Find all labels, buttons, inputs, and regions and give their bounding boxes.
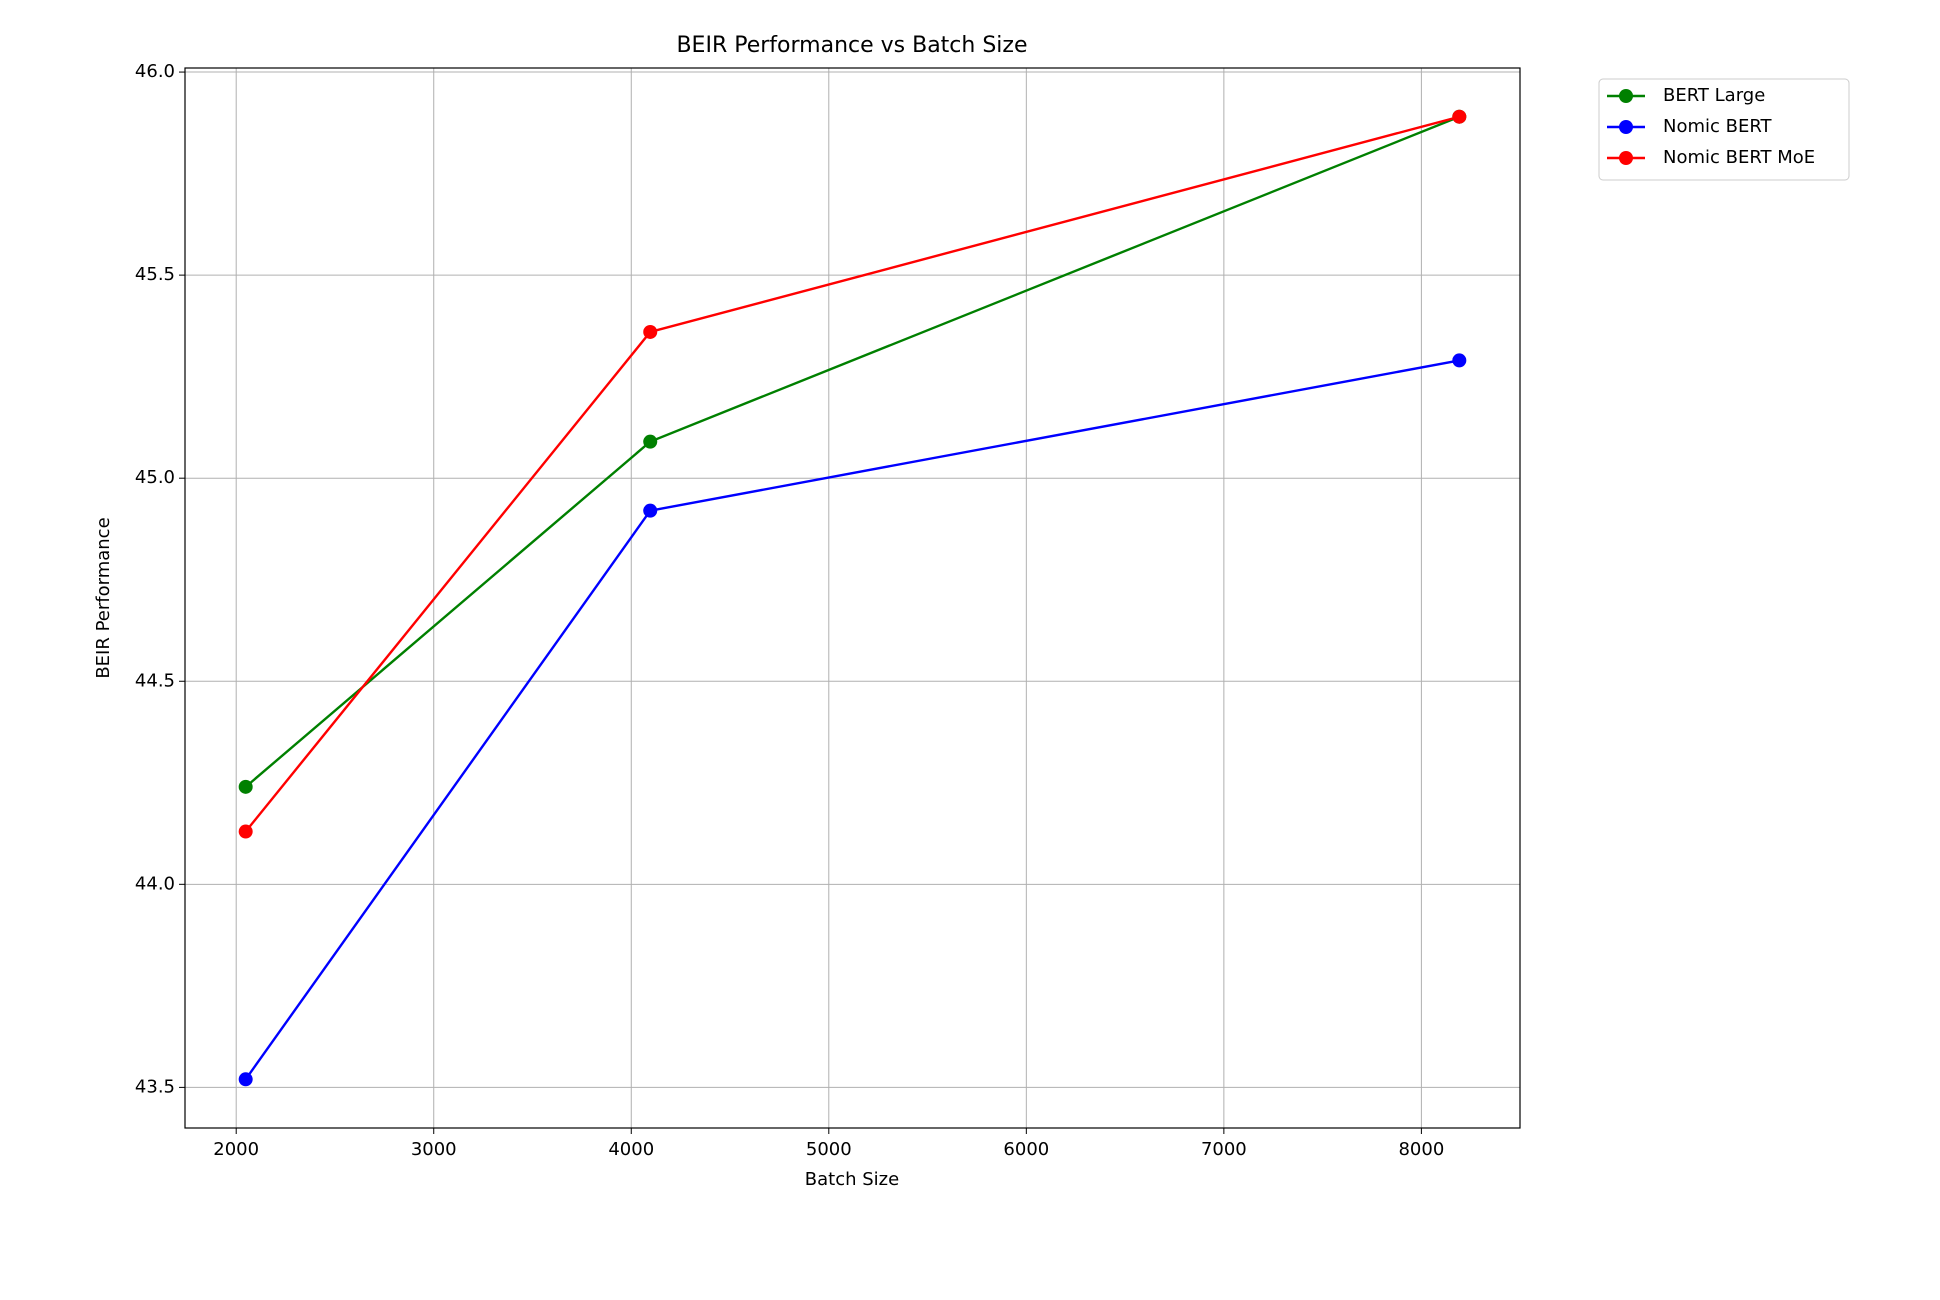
legend-marker <box>1619 89 1633 103</box>
y-tick-label: 45.0 <box>135 467 175 488</box>
data-point <box>1452 353 1467 368</box>
y-tick-label: 44.5 <box>135 670 175 691</box>
series-line <box>244 115 1460 788</box>
x-tick-label: 7000 <box>1201 1139 1247 1160</box>
y-axis-label: BEIR Performance <box>93 517 114 678</box>
data-point <box>643 503 658 518</box>
x-tick-label: 4000 <box>608 1139 654 1160</box>
legend-label: Nomic BERT MoE <box>1663 147 1815 168</box>
data-point <box>238 779 253 794</box>
data-point <box>643 434 658 449</box>
legend-marker <box>1619 151 1633 165</box>
data-point <box>1452 109 1467 124</box>
legend-marker <box>1619 120 1633 134</box>
x-tick-label: 5000 <box>806 1139 852 1160</box>
y-tick-label: 46.0 <box>135 61 175 82</box>
legend-label: Nomic BERT <box>1663 116 1773 137</box>
y-tick-label: 45.5 <box>135 264 175 285</box>
data-point <box>238 1072 253 1087</box>
chart-title: BEIR Performance vs Batch Size <box>676 33 1027 58</box>
data-point <box>238 824 253 839</box>
legend-box <box>1598 78 1850 181</box>
y-tick-label: 43.5 <box>135 1076 175 1097</box>
x-tick-label: 6000 <box>1003 1139 1049 1160</box>
data-point <box>643 324 658 339</box>
x-tick-label: 8000 <box>1398 1139 1444 1160</box>
x-tick-label: 2000 <box>213 1139 259 1160</box>
y-tick-label: 44.0 <box>135 873 175 894</box>
x-axis-label: Batch Size <box>805 1169 899 1190</box>
legend-label: BERT Large <box>1663 85 1765 106</box>
series-line <box>244 359 1460 1080</box>
x-tick-label: 3000 <box>411 1139 457 1160</box>
plot-frame <box>184 67 1521 1129</box>
